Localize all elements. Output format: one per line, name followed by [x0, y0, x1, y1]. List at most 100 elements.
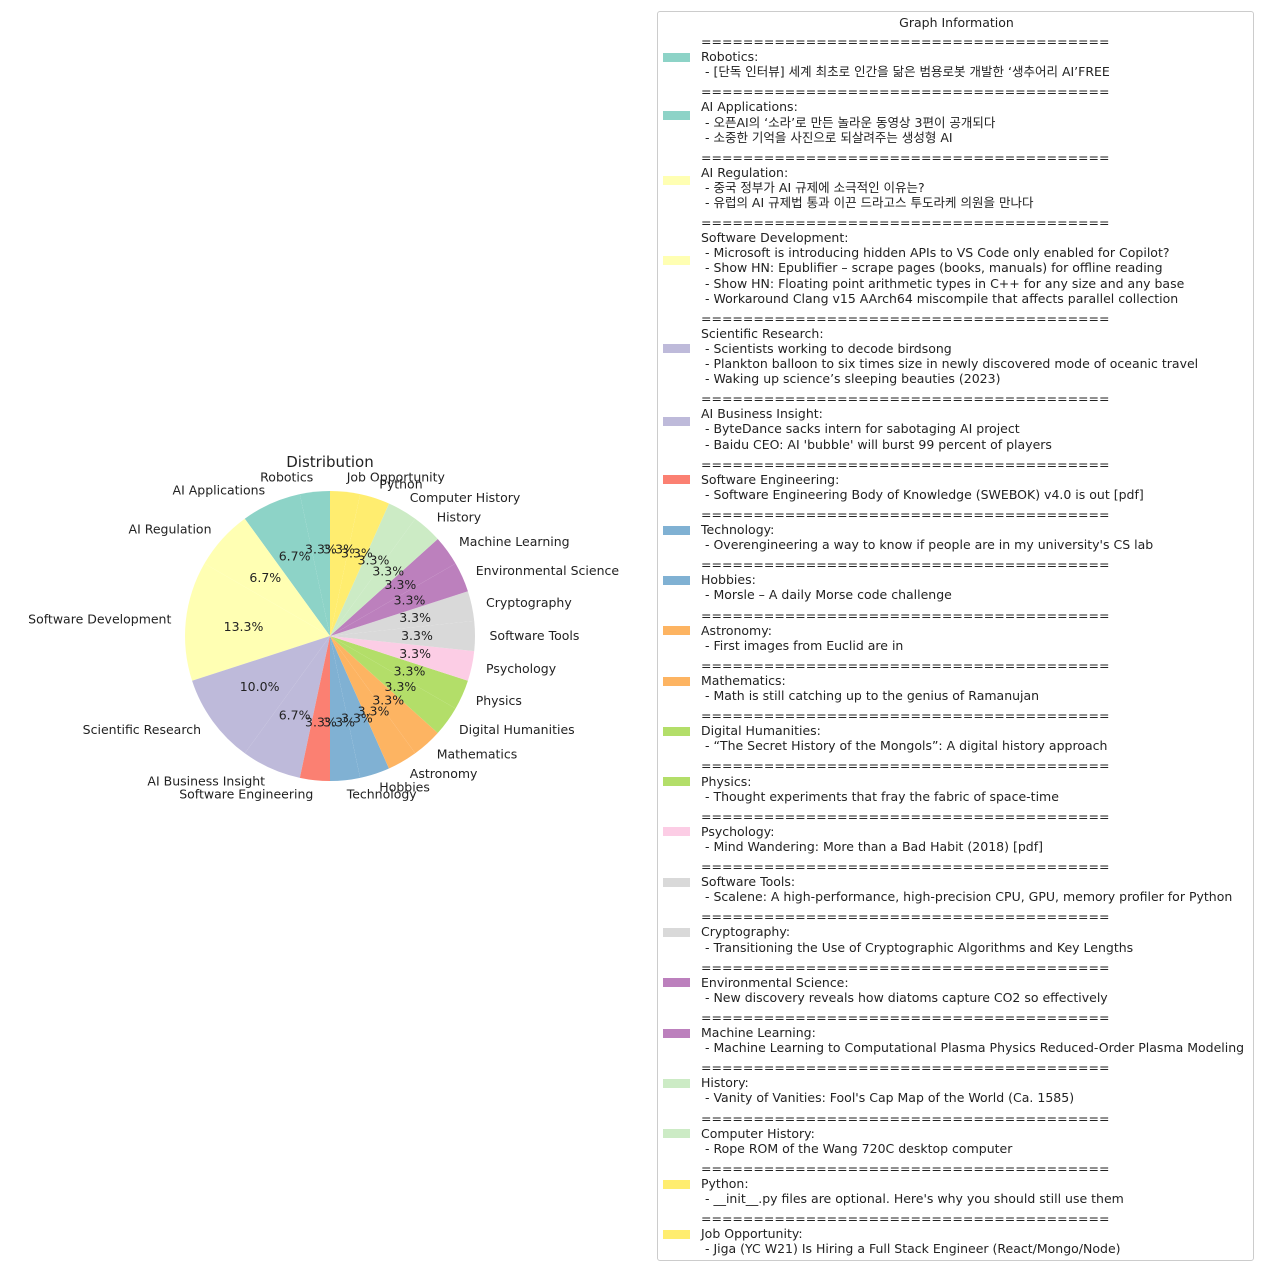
- legend-item: - Baidu CEO: AI 'bubble' will burst 99 p…: [701, 436, 1052, 452]
- legend-swatch: [663, 626, 690, 636]
- legend-item: - First images from Euclid are in: [701, 637, 904, 653]
- legend-category: Computer History:: [701, 1125, 815, 1141]
- legend-separator: =======================================: [701, 506, 1110, 522]
- slice-category-label: Machine Learning: [459, 534, 570, 549]
- legend-item: - Machine Learning to Computational Plas…: [701, 1040, 1245, 1056]
- legend-item: - Scientists working to decode birdsong: [701, 340, 952, 356]
- legend-swatch: [663, 978, 690, 988]
- legend-category: Psychology:: [701, 823, 775, 839]
- slice-category-label: AI Regulation: [129, 521, 212, 536]
- legend-item: - Scalene: A high-performance, high-prec…: [701, 889, 1233, 905]
- pie-slice: [330, 538, 456, 636]
- legend-separator: =======================================: [701, 1060, 1110, 1076]
- pie-slice: [330, 503, 416, 636]
- legend-item: - Morsle – A daily Morse code challenge: [701, 587, 952, 603]
- pie-slice: [299, 636, 330, 781]
- legend-item: - Mind Wandering: More than a Bad Habit …: [701, 838, 1043, 854]
- slice-category-label: Python: [379, 476, 422, 491]
- legend-swatch: [663, 417, 690, 427]
- pie-slice: [330, 494, 389, 636]
- slice-category-label: Environmental Science: [476, 563, 620, 578]
- legend-category: AI Applications:: [701, 99, 798, 115]
- legend-item: - New discovery reveals how diatoms capt…: [701, 989, 1108, 1005]
- legend-swatch: [663, 1179, 690, 1189]
- pie-slice: [330, 636, 475, 681]
- slice-category-label: Software Development: [28, 611, 171, 626]
- slice-category-label: Job Opportunity: [346, 469, 446, 484]
- legend-item: - Overengineering a way to know if peopl…: [701, 537, 1154, 553]
- legend-category: AI Regulation:: [701, 164, 789, 180]
- pie-slice: [244, 636, 330, 778]
- legend-separator: =======================================: [701, 557, 1110, 573]
- slice-percent-label: 3.3%: [305, 542, 337, 557]
- slice-percent-label: 3.3%: [399, 610, 431, 625]
- legend-separator: =======================================: [701, 959, 1110, 975]
- legend-swatch: [663, 175, 690, 185]
- legend-category: Software Development:: [701, 230, 849, 246]
- legend-swatch: [663, 777, 690, 787]
- pie-slice: [185, 563, 330, 681]
- legend-swatch: [663, 1028, 690, 1038]
- slice-category-label: Technology: [346, 787, 418, 802]
- slice-percent-label: 3.3%: [358, 553, 390, 568]
- slice-percent-label: 6.7%: [279, 549, 311, 564]
- legend-separator: =======================================: [701, 808, 1110, 824]
- legend-swatch: [663, 676, 690, 686]
- legend-separator: =======================================: [701, 708, 1110, 724]
- slice-percent-label: 13.3%: [224, 619, 264, 634]
- slice-percent-label: 6.7%: [249, 570, 281, 585]
- legend-item: - Rope ROM of the Wang 720C desktop comp…: [701, 1140, 1013, 1156]
- legend-swatch: [663, 525, 690, 535]
- legend-item: - Software Engineering Body of Knowledge…: [701, 486, 1144, 502]
- legend-item: - Show HN: Floating point arithmetic typ…: [701, 275, 1185, 291]
- legend-item: - Transitioning the Use of Cryptographic…: [701, 939, 1134, 955]
- pie-slice: [330, 636, 456, 734]
- legend-separator: =======================================: [701, 1110, 1110, 1126]
- legend-category: Astronomy:: [701, 622, 772, 638]
- legend-category: Software Engineering:: [701, 471, 840, 487]
- legend-separator: =======================================: [701, 859, 1110, 874]
- pie-slice: [330, 518, 438, 636]
- legend-item: - Thought experiments that fray the fabr…: [701, 788, 1059, 804]
- legend-item: - Plankton balloon to six times size in …: [701, 356, 1199, 371]
- legend-item: - Vanity of Vanities: Fool's Cap Map of …: [701, 1090, 1075, 1106]
- slice-percent-label: 6.7%: [279, 708, 311, 723]
- legend-separator: =======================================: [701, 758, 1110, 774]
- pie-slice: [330, 491, 361, 636]
- pie-slice: [192, 636, 330, 754]
- legend-category: Digital Humanities:: [701, 723, 821, 739]
- pie-slice: [330, 636, 361, 781]
- legend-swatch: [663, 256, 690, 266]
- slice-category-label: AI Applications: [173, 482, 266, 497]
- legend-separator: =======================================: [701, 391, 1110, 407]
- pie-slice: [330, 636, 416, 769]
- legend-item: - “The Secret History of the Mongols”: A…: [701, 738, 1108, 754]
- legend-separator: =======================================: [701, 1211, 1110, 1227]
- slice-category-label: Hobbies: [379, 780, 430, 795]
- slice-category-label: Scientific Research: [83, 722, 201, 737]
- slice-percent-label: 3.3%: [341, 545, 373, 560]
- legend-item: - Microsoft is introducing hidden APIs t…: [701, 245, 1170, 261]
- slice-category-label: Software Tools: [490, 628, 580, 643]
- legend-swatch: [663, 575, 690, 585]
- slice-category-label: Cryptography: [486, 595, 572, 610]
- legend-category: Hobbies:: [701, 572, 756, 588]
- legend-title: Graph Information: [899, 15, 1014, 30]
- slice-percent-label: 3.3%: [394, 593, 426, 608]
- legend-item: - Math is still catching up to the geniu…: [701, 688, 1040, 703]
- legend-swatch: [663, 475, 690, 485]
- legend-swatch: [663, 110, 690, 120]
- legend: Graph Information ======================…: [657, 11, 1254, 1261]
- pie-slice: [330, 636, 389, 778]
- pie-slice: [244, 494, 330, 636]
- legend-category: Software Tools:: [701, 874, 796, 890]
- slice-percent-label: 3.3%: [385, 679, 417, 694]
- slice-percent-label: 3.3%: [323, 715, 355, 730]
- slice-category-label: Physics: [476, 693, 522, 708]
- slice-percent-label: 3.3%: [394, 663, 426, 678]
- slice-category-label: Digital Humanities: [459, 722, 575, 737]
- slice-category-label: Astronomy: [410, 766, 478, 781]
- legend-separator: =======================================: [701, 149, 1110, 165]
- pie-slice: [330, 563, 468, 636]
- legend-item: - Workaround Clang v15 AArch64 miscompil…: [701, 290, 1179, 306]
